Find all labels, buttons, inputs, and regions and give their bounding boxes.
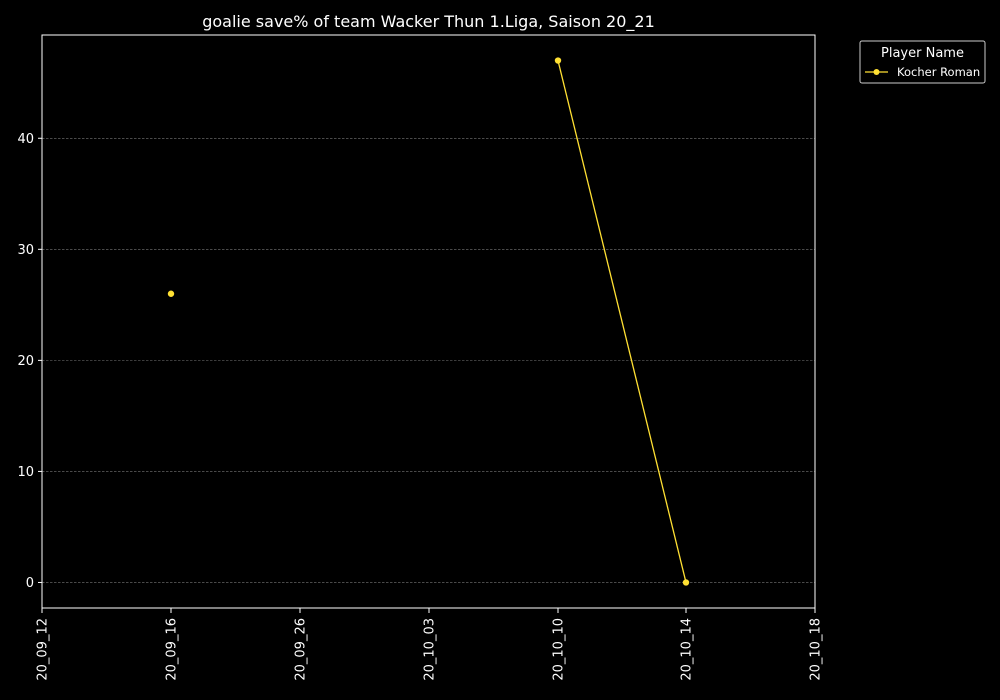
x-tick-label: 20_10_10	[552, 618, 567, 681]
x-tick-label: 20_10_18	[809, 618, 824, 681]
x-tick-label: 20_09_26	[294, 618, 309, 681]
x-tick-label: 20_10_14	[680, 618, 695, 681]
y-tick-label: 0	[26, 576, 34, 591]
x-tick-label: 20_10_03	[423, 618, 438, 681]
x-tick-label: 20_09_12	[36, 618, 51, 681]
legend-title: Player Name	[881, 46, 964, 61]
x-axis: 20_09_12 20_09_16 20_09_26 20_10_03 20_10_10…	[36, 608, 824, 681]
y-tick-label: 20	[17, 354, 34, 369]
series-line-segment	[557, 60, 687, 583]
x-tick-label: 20_09_16	[165, 618, 180, 681]
legend-entry-label: Kocher Roman	[897, 65, 980, 79]
legend-box	[859, 40, 986, 84]
legend-marker	[873, 69, 880, 75]
y-tick-label: 40	[17, 132, 34, 147]
y-tick-label: 10	[17, 465, 34, 480]
data-point	[682, 579, 690, 586]
series-layer	[167, 57, 690, 586]
y-tick-label: 30	[17, 243, 34, 258]
data-point	[554, 57, 562, 64]
chart-title: goalie save% of team Wacker Thun 1.Liga,…	[202, 12, 655, 32]
legend: Player Name Kocher Roman	[859, 40, 986, 84]
y-axis: 0 10 20 30 40	[17, 132, 42, 591]
data-point	[167, 290, 175, 297]
